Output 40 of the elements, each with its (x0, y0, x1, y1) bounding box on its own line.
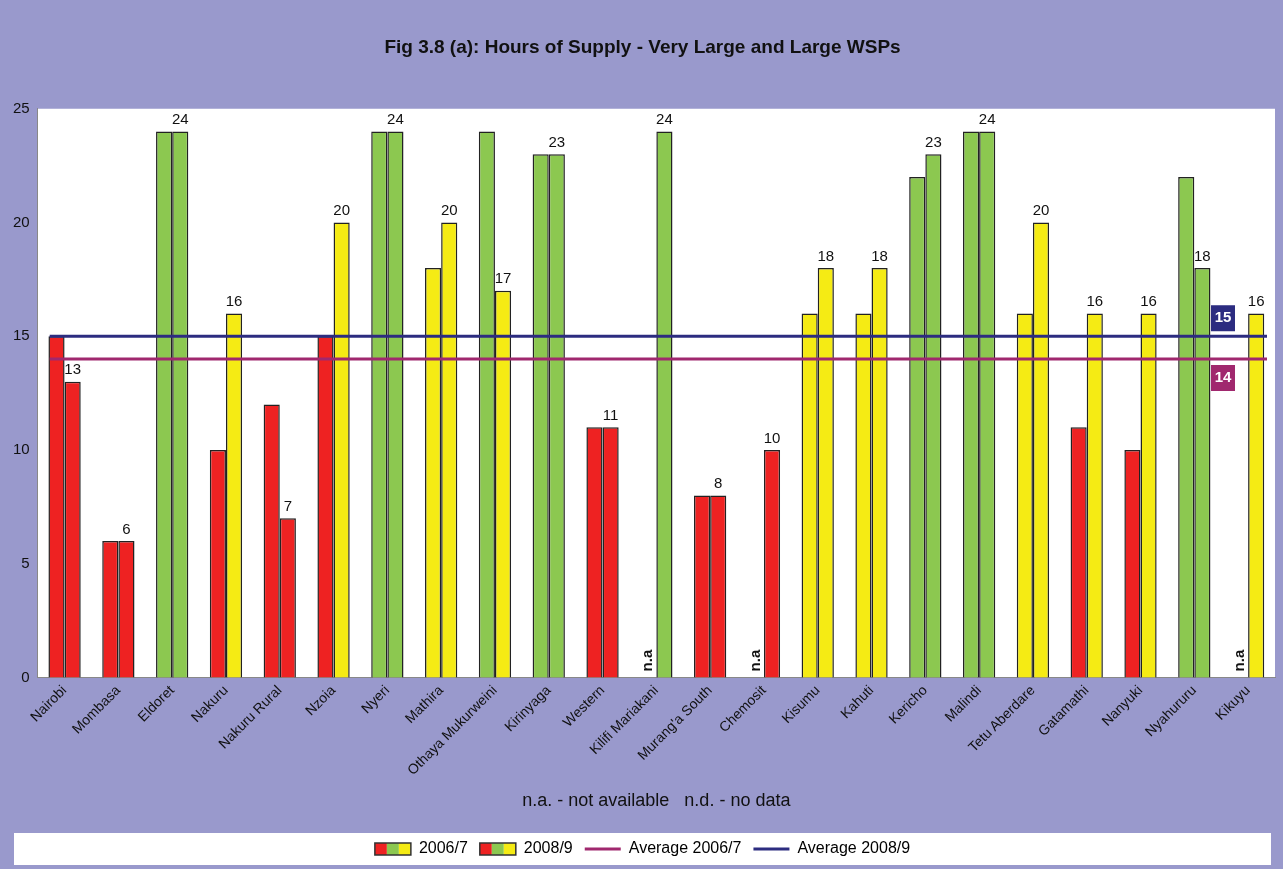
data-label: 20 (1032, 201, 1050, 219)
annotation: 14 (1214, 368, 1232, 386)
data-label: 24 (171, 110, 189, 128)
data-label: 17 (494, 269, 512, 287)
data-label: 23 (925, 132, 942, 150)
data-label: 16 (225, 292, 243, 310)
y-tick-label: 20 (13, 212, 30, 230)
text: n.a. - not available n.d. - no data (522, 789, 792, 810)
data-label: 18 (817, 246, 835, 264)
y-tick-label: 5 (21, 553, 30, 571)
y-tick-label: 15 (13, 326, 30, 344)
data-label: 24 (387, 110, 404, 128)
chart-title: Fig 3.8 (a): Hours of Supply - Very Large and Large WSPs (384, 35, 901, 57)
text: n.a (746, 649, 764, 672)
data-label: 7 (283, 496, 293, 514)
data-label: 20 (333, 201, 350, 219)
data-label: 8 (714, 474, 723, 492)
data-label: 20 (440, 201, 458, 219)
text: n.a (1230, 649, 1248, 672)
annotation: 15 (1214, 308, 1232, 326)
data-label: 10 (763, 428, 781, 446)
data-label: 16 (1086, 292, 1104, 310)
legend-label: Average 2008/9 (797, 839, 911, 857)
data-label: 24 (978, 110, 996, 128)
y-tick-label: 0 (21, 667, 30, 685)
data-label: 6 (122, 519, 131, 537)
data-label: 18 (1194, 246, 1211, 264)
data-label: 13 (64, 360, 81, 378)
data-label: 18 (871, 246, 888, 264)
y-tick-label: 25 (13, 98, 30, 116)
data-label: 24 (656, 110, 673, 128)
y-tick-label: 10 (13, 440, 30, 458)
data-label: 23 (548, 132, 566, 150)
data-label: 11 (602, 405, 619, 423)
legend-label: Average 2006/7 (628, 839, 742, 857)
text: n.a (638, 649, 656, 672)
legend-label: 2008/9 (523, 839, 573, 857)
legend-label: 2006/7 (418, 839, 468, 857)
data-label: 16 (1247, 292, 1265, 310)
data-label: 16 (1140, 292, 1157, 310)
